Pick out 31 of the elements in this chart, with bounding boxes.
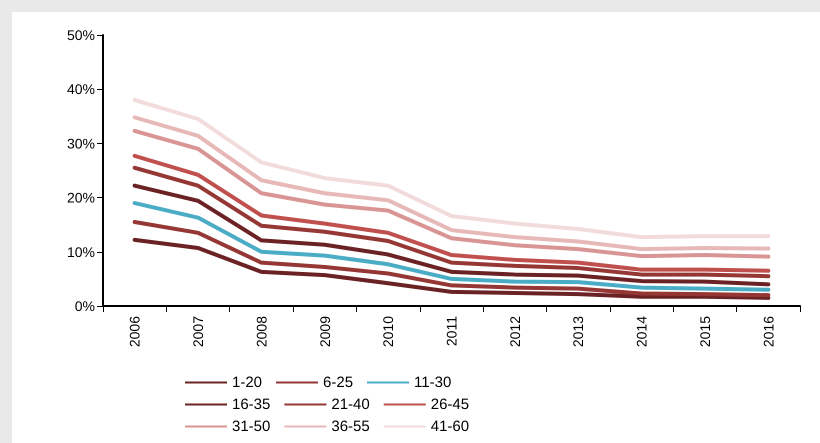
legend-label: 31-50: [232, 418, 270, 435]
legend-label: 1-20: [232, 374, 262, 391]
x-tick-label: 2014: [634, 316, 650, 348]
x-tick-label: 2015: [696, 316, 713, 348]
x-tick-label: 2011: [444, 316, 460, 346]
legend-label: 11-30: [414, 374, 452, 391]
y-tick-label: 0%: [74, 298, 95, 314]
x-tick-label: 2006: [126, 316, 143, 348]
y-tick-label: 50%: [66, 27, 95, 43]
y-tick-label: 40%: [66, 81, 95, 98]
x-tick-label: 2009: [316, 316, 333, 348]
x-tick-label: 2013: [570, 316, 586, 348]
legend-label: 41-60: [430, 418, 470, 435]
legend-label: 26-45: [430, 396, 470, 413]
legend-label: 36-55: [331, 418, 370, 435]
x-tick-label: 2016: [760, 316, 776, 348]
y-tick-label: 20%: [66, 190, 95, 206]
x-tick-label: 2010: [380, 316, 396, 348]
x-tick-label: 2008: [253, 316, 270, 348]
y-tick-label: 30%: [66, 135, 95, 152]
legend-label: 6-25: [323, 374, 354, 391]
y-tick-label: 10%: [66, 244, 95, 260]
legend-label: 16-35: [232, 396, 270, 413]
line-series: [132, 220, 770, 298]
line-series: [132, 98, 770, 240]
legend-label: 21-40: [331, 396, 370, 413]
line-series: [132, 184, 770, 286]
line-series: [132, 238, 770, 300]
x-tick-label: 2007: [190, 316, 206, 348]
x-tick-label: 2012: [506, 316, 523, 348]
line-series: [132, 201, 770, 292]
